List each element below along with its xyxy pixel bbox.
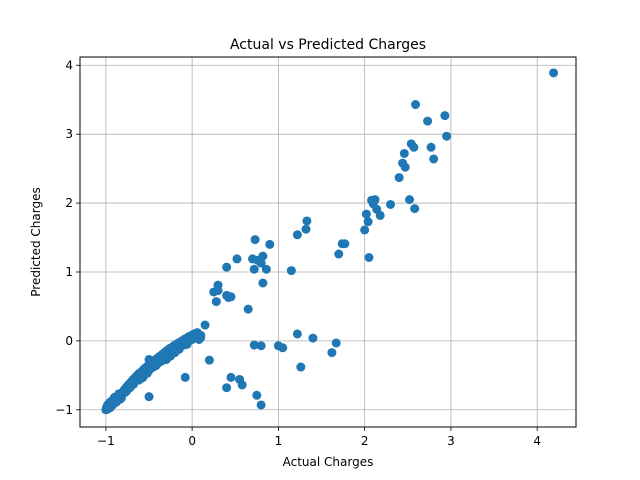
data-point [258, 251, 268, 261]
data-point [232, 254, 242, 264]
x-tick-label: −1 [97, 434, 115, 448]
data-point [250, 235, 260, 245]
data-point [308, 333, 318, 343]
data-point [211, 297, 221, 307]
x-tick-label: 1 [275, 434, 283, 448]
data-point [204, 355, 214, 365]
y-tick-label: 0 [65, 334, 73, 348]
data-point [440, 111, 450, 121]
data-point [249, 264, 259, 274]
data-point [410, 204, 420, 214]
x-tick-label: 3 [447, 434, 455, 448]
data-point [394, 173, 404, 183]
x-tick-label: 4 [533, 434, 541, 448]
data-point [386, 199, 396, 209]
x-axis-label: Actual Charges [283, 455, 374, 469]
data-point [370, 195, 380, 205]
grid-lines [80, 57, 576, 427]
data-point [265, 239, 275, 249]
data-point [256, 258, 266, 268]
data-point [256, 400, 266, 410]
data-point [213, 286, 223, 296]
data-point [226, 292, 236, 302]
data-point [549, 68, 559, 78]
data-point [180, 372, 190, 382]
data-point [249, 340, 259, 350]
data-point [256, 341, 266, 351]
chart-title: Actual vs Predicted Charges [230, 37, 426, 53]
data-point [334, 249, 344, 259]
data-point [302, 216, 312, 226]
x-ticks: −1 0 1 2 3 4 [97, 427, 541, 448]
data-point [331, 338, 341, 348]
data-point [301, 224, 311, 234]
y-tick-label: 3 [65, 127, 73, 141]
data-point [292, 230, 302, 240]
data-point [144, 354, 154, 364]
data-points [101, 68, 559, 415]
data-point [161, 354, 171, 364]
data-point [399, 148, 409, 158]
data-point [364, 253, 374, 263]
data-point [400, 162, 410, 172]
data-point [144, 392, 154, 402]
data-point [442, 131, 452, 141]
y-tick-label: −1 [55, 403, 73, 417]
data-point [261, 264, 271, 274]
data-point [114, 389, 124, 399]
data-point [222, 383, 232, 393]
data-point [286, 266, 296, 276]
data-point [153, 358, 163, 368]
y-tick-label: 1 [65, 265, 73, 279]
data-point [196, 332, 206, 342]
data-point [426, 142, 436, 152]
data-point [200, 320, 210, 330]
data-point [361, 209, 371, 219]
data-point [222, 262, 232, 272]
data-point [226, 372, 236, 382]
data-point [423, 116, 433, 126]
plot-frame [79, 56, 577, 428]
data-point [363, 217, 373, 227]
data-point [360, 225, 370, 235]
data-point [375, 210, 385, 220]
y-ticks: −1 0 1 2 3 4 [55, 58, 80, 417]
data-point [135, 374, 145, 384]
data-point [258, 278, 268, 288]
data-point [409, 142, 419, 152]
data-point [405, 195, 415, 205]
data-point [327, 348, 337, 358]
x-tick-label: 2 [361, 434, 369, 448]
data-point [429, 154, 439, 164]
data-point [296, 362, 306, 372]
y-tick-label: 4 [65, 58, 73, 72]
data-point [292, 329, 302, 339]
data-point [243, 304, 253, 314]
data-point [340, 239, 350, 249]
data-point [252, 390, 262, 400]
data-point [179, 336, 189, 346]
data-point [411, 100, 421, 110]
data-point [172, 346, 182, 356]
y-tick-label: 2 [65, 196, 73, 210]
y-axis-label: Predicted Charges [29, 187, 43, 296]
data-point [278, 343, 288, 353]
data-point [237, 380, 247, 390]
x-tick-label: 0 [188, 434, 196, 448]
